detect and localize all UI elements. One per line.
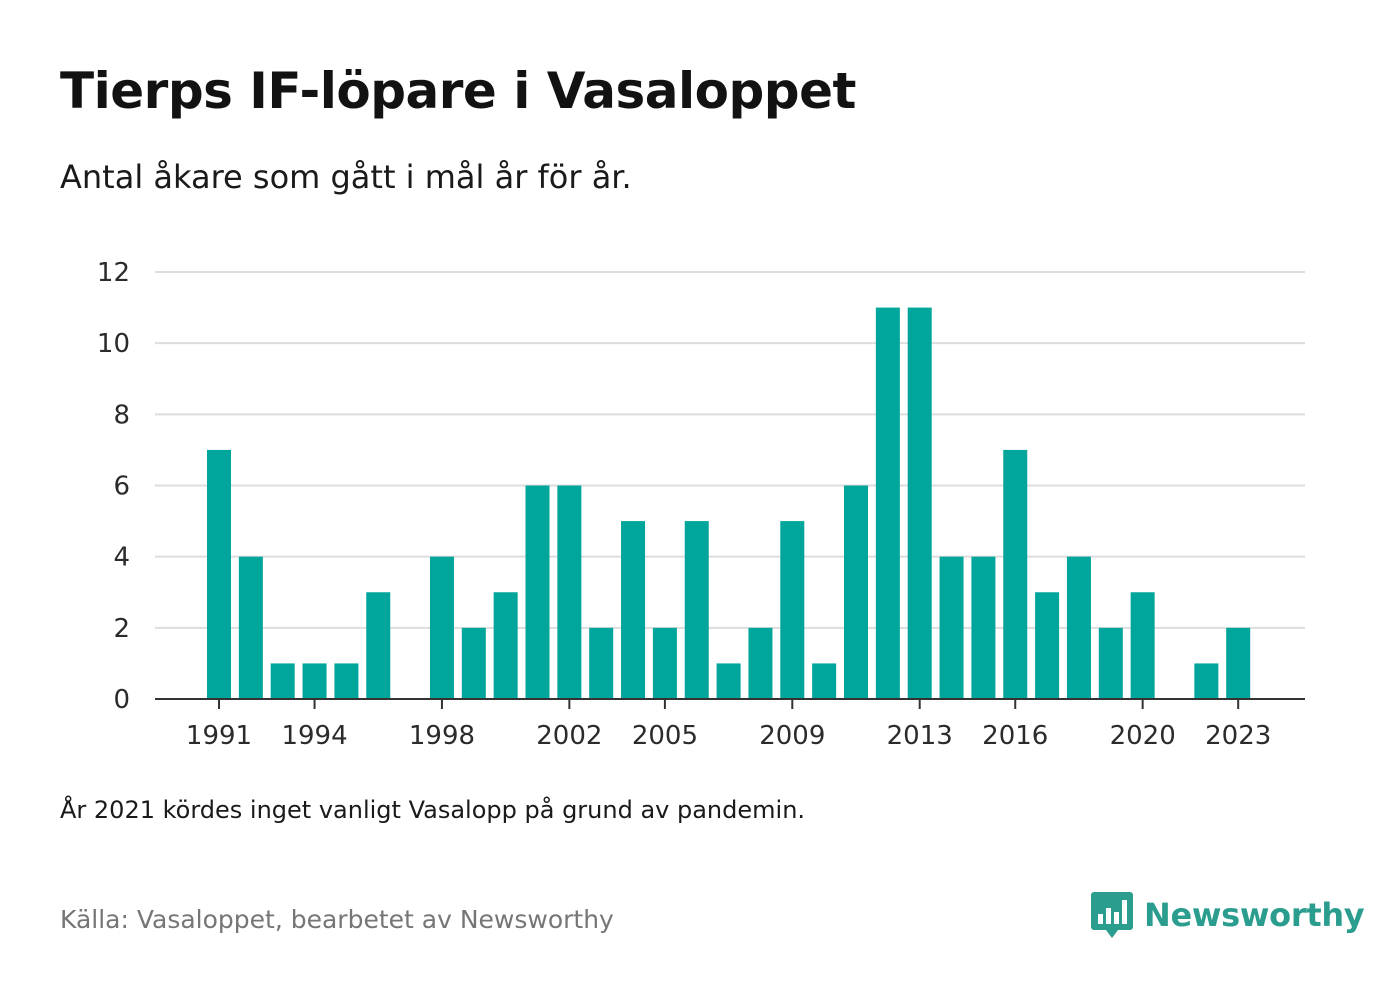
- bar: [1066, 556, 1091, 699]
- bar: [525, 485, 550, 699]
- bar: [270, 663, 295, 699]
- bar-chart: 0 2 4 6 8 10 12 1991 1994 1998 2002 2005 2009 2013 201…: [97, 258, 1305, 751]
- bar: [461, 627, 486, 699]
- bar: [1098, 627, 1123, 699]
- x-tick-label: 2005: [632, 721, 698, 751]
- bar: [1130, 592, 1155, 699]
- bar: [875, 307, 900, 699]
- brand-name: Newsworthy: [1144, 896, 1365, 934]
- bar: [652, 627, 677, 699]
- chart-title: Tierps IF-löpare i Vasaloppet: [60, 62, 856, 120]
- x-tick-label: 1994: [281, 721, 347, 751]
- bar: [1035, 592, 1060, 699]
- bar: [684, 521, 709, 699]
- x-tick-label: 2002: [536, 721, 602, 751]
- bar: [238, 556, 263, 699]
- x-tick-label: 2016: [982, 721, 1048, 751]
- chart-subtitle: Antal åkare som gått i mål år för år.: [60, 158, 632, 196]
- bar: [493, 592, 518, 699]
- bar: [716, 663, 741, 699]
- x-tick-label: 2020: [1110, 721, 1176, 751]
- bar: [302, 663, 327, 699]
- y-tick-label: 6: [113, 472, 130, 502]
- y-tick-label: 0: [113, 685, 130, 715]
- chart-note: År 2021 kördes inget vanligt Vasalopp på…: [60, 796, 806, 824]
- x-tick-label: 1998: [409, 721, 475, 751]
- x-tick-label: 2023: [1205, 721, 1271, 751]
- bar: [207, 449, 231, 699]
- bar: [780, 521, 805, 699]
- bar: [748, 627, 773, 699]
- bar: [939, 556, 964, 699]
- newsworthy-logo-icon: [1091, 892, 1133, 938]
- y-tick-label: 2: [113, 614, 130, 644]
- brand-logo: Newsworthy: [1090, 890, 1365, 940]
- x-tick-label: 2013: [887, 721, 953, 751]
- x-tick-label: 1991: [186, 721, 252, 751]
- bar: [1194, 663, 1219, 699]
- x-tick-label: 2009: [759, 721, 825, 751]
- y-tick-label: 12: [97, 258, 130, 288]
- bar: [621, 521, 646, 699]
- bar: [429, 556, 454, 699]
- bar: [1003, 449, 1028, 699]
- source-text: Källa: Vasaloppet, bearbetet av Newswort…: [60, 905, 614, 934]
- y-tick-label: 4: [113, 543, 130, 573]
- bar: [334, 663, 359, 699]
- bar: [366, 592, 391, 699]
- bar: [1226, 627, 1251, 699]
- bar: [907, 307, 932, 699]
- y-tick-label: 8: [113, 400, 130, 430]
- bar: [557, 485, 582, 699]
- bar: [589, 627, 614, 699]
- bar: [844, 485, 868, 699]
- y-tick-label: 10: [97, 329, 130, 359]
- bar: [971, 556, 996, 699]
- bar: [812, 663, 837, 699]
